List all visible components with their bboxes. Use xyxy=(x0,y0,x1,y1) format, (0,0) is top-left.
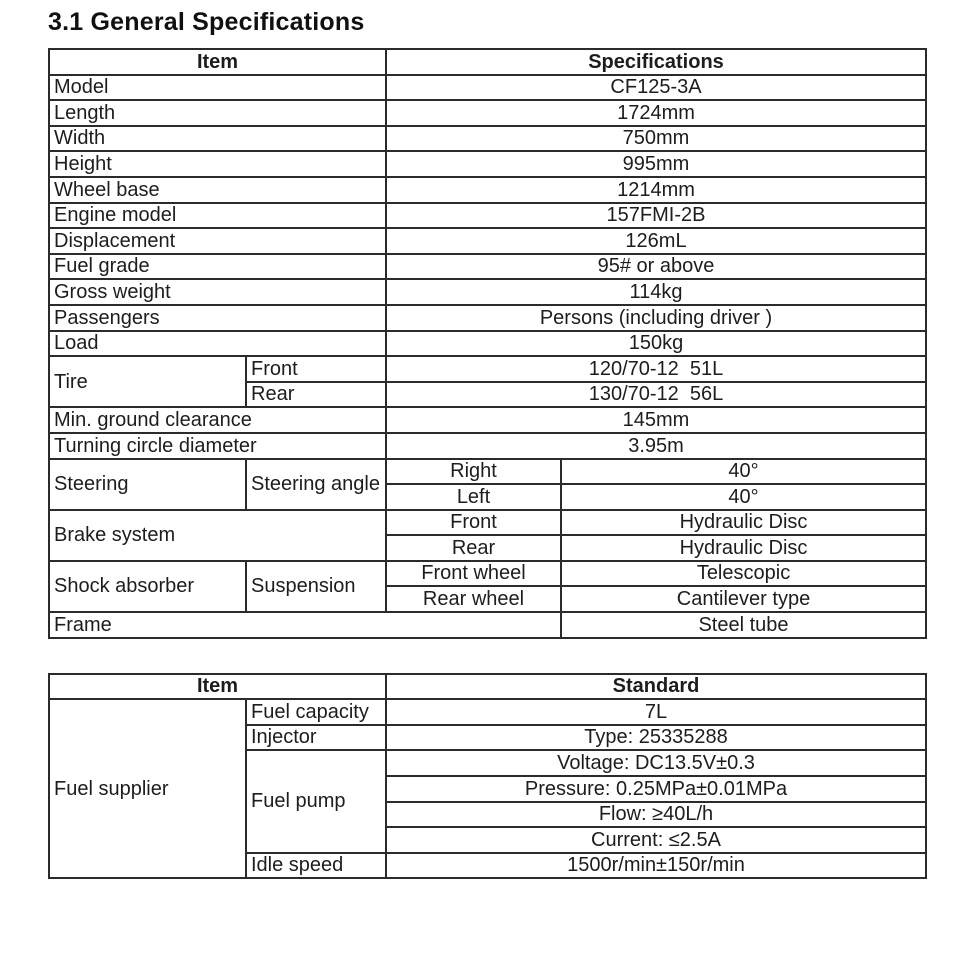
sub-label-fuel-capacity: Fuel capacity xyxy=(245,698,387,726)
standard-value: Pressure: 0.25MPa±0.01MPa xyxy=(385,775,927,803)
item-label: Width xyxy=(48,124,387,153)
table-row-fuel-pump-pressure: Pressure: 0.25MPa±0.01MPa xyxy=(49,775,927,803)
standard-value: 1500r/min±150r/min xyxy=(385,851,927,880)
table-row-width: Width 750mm xyxy=(48,124,928,153)
item-label-shock-absorber: Shock absorber xyxy=(48,559,247,614)
table-row-length: Length 1724mm xyxy=(48,99,928,127)
sub-label-fuel-pump: Fuel pump xyxy=(245,749,387,854)
standard-value: Flow: ≥40L/h xyxy=(385,800,927,829)
table-row-model: Model CF125-3A xyxy=(48,73,928,102)
spec-value: Persons (including driver ) xyxy=(384,303,928,332)
spec-value: 95# or above xyxy=(384,252,928,281)
spec-value: 130/70-12 56L xyxy=(384,380,928,409)
standard-value: Voltage: DC13.5V±0.3 xyxy=(385,749,927,778)
spec-value: 40° xyxy=(559,483,928,511)
item-column-header: Item xyxy=(48,48,387,76)
spec-value: 995mm xyxy=(384,150,928,178)
table-row-passengers: Passengers Persons (including driver ) xyxy=(48,303,928,332)
item-label: Fuel grade xyxy=(48,252,387,281)
item-label-tire: Tire xyxy=(48,355,247,409)
spec-value: 1214mm xyxy=(384,175,928,204)
table-row-fuel-capacity: Fuel supplier Fuel capacity 7L xyxy=(48,698,927,880)
table-row-fuel-pump-current: Current: ≤2.5A xyxy=(49,826,927,854)
sub-label-rear: Rear xyxy=(245,380,387,409)
table-row-steering-left: Left 40° xyxy=(49,483,928,511)
table-row-steering-right: Steering Steering angle Right 40° xyxy=(48,457,928,511)
item-label: Engine model xyxy=(48,201,387,230)
spec-value: Steel tube xyxy=(559,611,928,639)
table-row-tire-rear: Rear 130/70-12 56L xyxy=(49,380,928,409)
spec-value: Hydraulic Disc xyxy=(559,508,928,537)
spec-value: 750mm xyxy=(384,124,928,153)
item-label: Height xyxy=(48,150,387,178)
item-label-steering: Steering xyxy=(48,457,247,511)
sub-label-left: Left xyxy=(385,483,562,511)
item-label: Min. ground clearance xyxy=(48,406,387,434)
table-row-fuel-grade: Fuel grade 95# or above xyxy=(48,252,928,281)
item-label: Turning circle diameter xyxy=(48,431,387,460)
table-row-load: Load 150kg xyxy=(48,329,928,358)
standard-value: Type: 25335288 xyxy=(385,723,927,752)
table-row-engine-model: Engine model 157FMI-2B xyxy=(48,201,928,230)
sub-label-suspension: Suspension xyxy=(245,559,387,614)
sub-label-front: Front xyxy=(385,508,562,537)
sub-label-rear-wheel: Rear wheel xyxy=(385,585,562,614)
table-row-ground-clearance: Min. ground clearance 145mm xyxy=(48,406,928,434)
table-row-height: Height 995mm xyxy=(48,150,928,178)
table-row-gross-weight: Gross weight 114kg xyxy=(48,278,928,306)
header-row: Item Standard xyxy=(48,672,927,701)
item-column-header: Item xyxy=(48,672,387,701)
spec-value: 40° xyxy=(559,457,928,486)
spec-value: 114kg xyxy=(384,278,928,306)
spec-value: Cantilever type xyxy=(559,585,928,614)
spec-value: 157FMI-2B xyxy=(384,201,928,230)
item-label-frame: Frame xyxy=(48,611,562,639)
sub-label-idle-speed: Idle speed xyxy=(245,851,387,880)
item-label: Load xyxy=(48,329,387,358)
table-row-displacement: Displacement 126mL xyxy=(48,227,928,255)
item-label: Length xyxy=(48,99,387,127)
spec-value: 120/70-12 51L xyxy=(384,355,928,383)
sub-label-injector: Injector xyxy=(245,723,387,752)
spec-value: Hydraulic Disc xyxy=(559,534,928,562)
table-row-brake-front: Brake system Front Hydraulic Disc xyxy=(48,508,928,562)
sub-label-right: Right xyxy=(385,457,562,486)
item-label: Model xyxy=(48,73,387,102)
standard-value: 7L xyxy=(385,698,927,726)
table-row-shock-front: Shock absorber Suspension Front wheel Te… xyxy=(48,559,928,614)
table-row-idle-speed: Idle speed 1500r/min±150r/min xyxy=(49,851,927,880)
sub-label-steering-angle: Steering angle xyxy=(245,457,387,511)
spec-value: 1724mm xyxy=(384,99,928,127)
table-row-turning-circle: Turning circle diameter 3.95m xyxy=(48,431,928,460)
general-specifications-table: Item Specifications Model CF125-3A Lengt… xyxy=(48,48,928,639)
item-label-brake-system: Brake system xyxy=(48,508,387,562)
item-label: Passengers xyxy=(48,303,387,332)
table-row-frame: Frame Steel tube xyxy=(48,611,928,639)
document-page: 3.1 General Specifications Item Specific… xyxy=(48,8,928,880)
standard-value: Current: ≤2.5A xyxy=(385,826,927,854)
fuel-standard-table: Item Standard Fuel supplier Fuel capacit… xyxy=(48,672,927,880)
spec-value: 150kg xyxy=(384,329,928,358)
table-row-tire-front: Tire Front 120/70-12 51L xyxy=(48,355,928,409)
sub-label-front-wheel: Front wheel xyxy=(385,559,562,588)
spec-value: CF125-3A xyxy=(384,73,928,102)
sub-label-front: Front xyxy=(245,355,387,383)
table-row-injector: Injector Type: 25335288 xyxy=(49,723,927,752)
spec-value: 145mm xyxy=(384,406,928,434)
page-title: 3.1 General Specifications xyxy=(48,8,365,36)
table-row-wheel-base: Wheel base 1214mm xyxy=(48,175,928,204)
spec-value: 126mL xyxy=(384,227,928,255)
specifications-column-header: Specifications xyxy=(384,48,928,76)
spec-value: Telescopic xyxy=(559,559,928,588)
item-label: Gross weight xyxy=(48,278,387,306)
item-label: Displacement xyxy=(48,227,387,255)
header-row: Item Specifications xyxy=(48,48,928,76)
spec-value: 3.95m xyxy=(384,431,928,460)
standard-column-header: Standard xyxy=(385,672,927,701)
item-label: Wheel base xyxy=(48,175,387,204)
sub-label-rear: Rear xyxy=(385,534,562,562)
item-label-fuel-supplier: Fuel supplier xyxy=(48,698,247,880)
